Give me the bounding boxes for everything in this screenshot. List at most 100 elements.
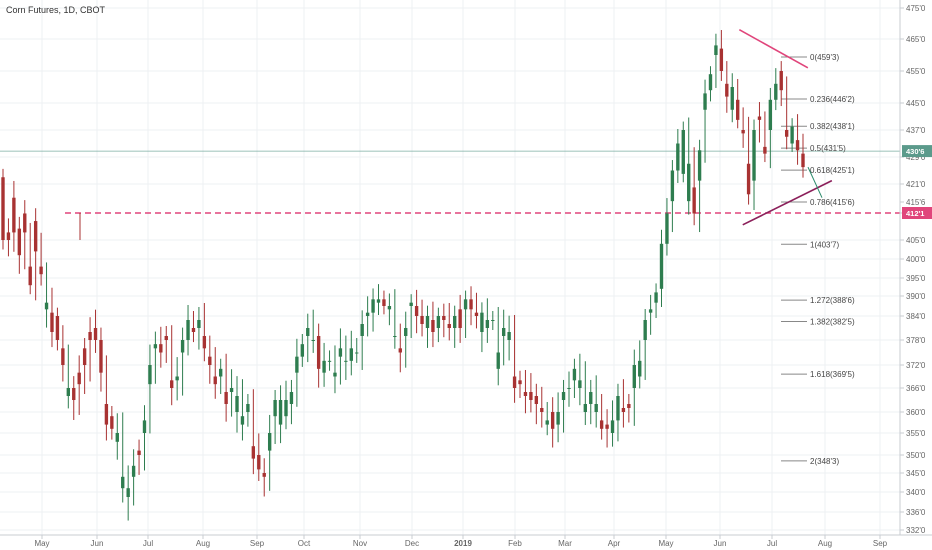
candle-body xyxy=(736,99,740,120)
level-price-tag-text: 412'1 xyxy=(906,209,924,218)
candle-body xyxy=(88,332,92,340)
candle-body xyxy=(224,392,228,404)
candle-body xyxy=(665,213,669,244)
candle-body xyxy=(725,83,729,97)
y-tick-label: 336'0 xyxy=(906,508,926,517)
candle-body xyxy=(676,143,680,171)
candle-body xyxy=(610,420,615,433)
candle-body xyxy=(496,352,500,369)
candle-body xyxy=(284,400,288,417)
x-tick-label: Sep xyxy=(873,539,888,548)
candle-body xyxy=(409,302,413,306)
time-axis[interactable]: May Jun Jul Aug Sep Oct Nov Dec 2019 Feb Mar Apr May… xyxy=(34,535,888,548)
x-tick-label: Jun xyxy=(91,539,104,548)
candle-body xyxy=(311,340,315,341)
y-tick-label: 372'0 xyxy=(906,361,926,370)
y-tick-label: 350'0 xyxy=(906,451,926,460)
candle-body xyxy=(692,187,696,214)
candle-body xyxy=(632,365,636,388)
candle-body xyxy=(578,380,582,388)
fibonacci-levels: 0(459'3) 0.236(446'2) 0.382(438'1) 0.5(431'… xyxy=(781,53,855,466)
candle-body xyxy=(175,376,179,381)
candle-body xyxy=(741,130,745,134)
x-tick-label: Jul xyxy=(767,539,777,548)
y-tick-label: 355'0 xyxy=(906,429,926,438)
y-tick-label: 366'0 xyxy=(906,384,926,393)
candle-body xyxy=(393,336,397,337)
fib-level-label: 0.382(438'1) xyxy=(810,122,855,131)
candle-body xyxy=(355,352,359,354)
y-tick-label: 400'0 xyxy=(906,255,926,264)
fib-level-label: 0.786(415'6) xyxy=(810,198,855,207)
candle-body xyxy=(545,420,549,425)
fib-level-label: 1.272(388'6) xyxy=(810,296,855,305)
candle-body xyxy=(784,130,789,137)
candle-body xyxy=(55,316,60,340)
candle-body xyxy=(627,404,631,408)
candle-body xyxy=(518,380,522,385)
candle-body xyxy=(23,213,27,233)
candle-body xyxy=(474,312,479,316)
candle-body xyxy=(197,320,201,328)
candle-body xyxy=(420,316,424,324)
y-tick-label: 445'0 xyxy=(906,99,926,108)
candle-body xyxy=(589,392,593,404)
candle-body xyxy=(463,299,468,310)
candle-body xyxy=(66,388,70,396)
x-tick-label: Jun xyxy=(714,539,727,548)
candle-body xyxy=(213,376,217,385)
candle-body xyxy=(77,372,81,385)
candle-body xyxy=(267,433,272,451)
candle-body xyxy=(164,336,168,340)
projection-line xyxy=(807,166,823,198)
fib-level-label: 1.382(382'5) xyxy=(810,318,855,327)
candle-body xyxy=(534,396,539,404)
candle-body xyxy=(550,412,555,429)
candle-body xyxy=(801,153,805,168)
level-price-tag-bg xyxy=(902,207,932,219)
candle-body xyxy=(387,306,392,310)
candle-body xyxy=(50,312,54,332)
y-tick-label: 415'6 xyxy=(906,198,926,207)
y-tick-label: 395'0 xyxy=(906,274,926,283)
candle-body xyxy=(235,396,239,412)
candle-body xyxy=(110,416,114,429)
x-tick-label: Feb xyxy=(508,539,522,548)
candle-body xyxy=(480,312,484,332)
candle-body xyxy=(360,324,364,336)
candle-body xyxy=(746,163,751,195)
x-tick-label: 2019 xyxy=(454,539,472,548)
candle-body xyxy=(262,473,266,477)
fib-level-label: 2(348'3) xyxy=(810,457,839,466)
candle-body xyxy=(229,388,234,392)
candle-body xyxy=(278,400,283,425)
y-tick-label: 429'0 xyxy=(906,153,926,162)
x-tick-label: May xyxy=(658,539,673,548)
candle-body xyxy=(529,392,533,400)
candle-body xyxy=(142,420,147,433)
chart-grid xyxy=(0,0,900,535)
candle-body xyxy=(327,360,332,362)
candle-body xyxy=(371,299,375,313)
candle-body xyxy=(338,348,343,357)
price-axis[interactable]: 475'0 465'0 455'0 445'0 437'0 429'0 421'0 415'6… xyxy=(900,4,926,535)
x-tick-label: May xyxy=(34,539,49,548)
candle-body xyxy=(442,316,446,320)
candle-body xyxy=(251,446,256,459)
y-tick-label: 384'0 xyxy=(906,312,926,321)
x-tick-label: Aug xyxy=(818,539,832,548)
x-tick-label: Mar xyxy=(558,539,572,548)
candle-body xyxy=(414,306,419,316)
candle-body xyxy=(295,356,299,373)
x-tick-label: Nov xyxy=(353,539,367,548)
candle-body xyxy=(61,348,65,365)
candle-body xyxy=(246,404,250,412)
candle-body xyxy=(28,266,32,286)
current-price-tag-bg xyxy=(902,145,932,158)
y-tick-label: 475'0 xyxy=(906,4,926,13)
candle-body xyxy=(365,312,370,316)
candle-body xyxy=(126,488,130,497)
candle-body xyxy=(714,45,718,55)
chart-title: Corn Futures, 1D, CBOT xyxy=(6,5,106,15)
